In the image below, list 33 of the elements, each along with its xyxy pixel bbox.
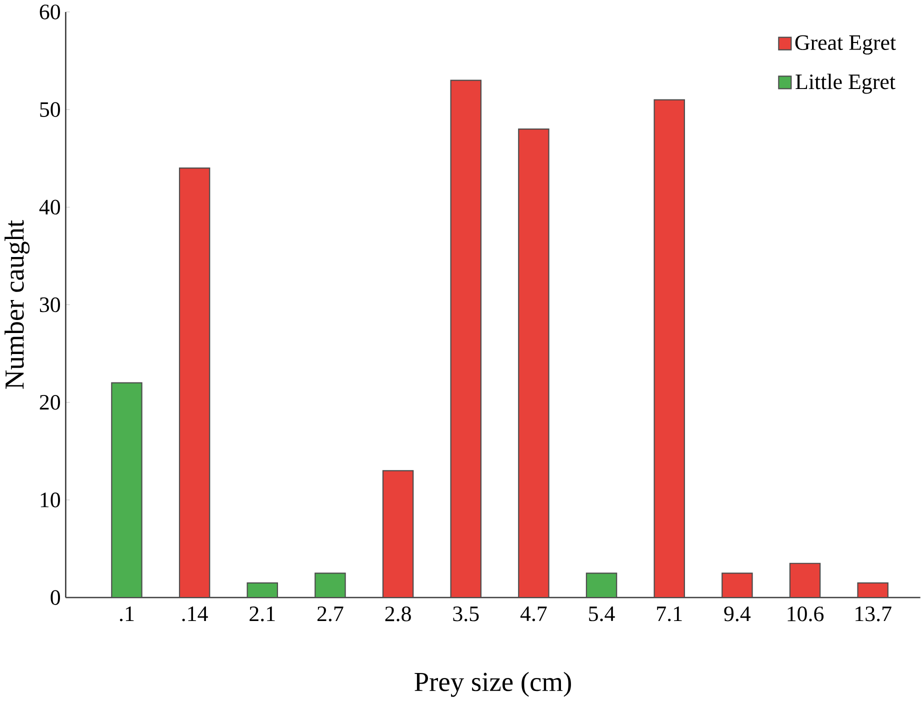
bar bbox=[654, 99, 685, 598]
x-tick-label: 2.7 bbox=[317, 606, 344, 622]
bar bbox=[314, 572, 346, 598]
y-tick-label: 10 bbox=[40, 492, 60, 508]
x-tick-label: 5.4 bbox=[589, 606, 615, 622]
x-tick-label: 4.7 bbox=[520, 606, 547, 622]
bar bbox=[178, 167, 210, 598]
x-tick-label: 13.7 bbox=[856, 606, 892, 622]
bar bbox=[789, 562, 821, 598]
bar bbox=[518, 128, 550, 598]
x-tick-label: .1 bbox=[120, 606, 134, 622]
bar bbox=[450, 80, 482, 598]
bar bbox=[722, 572, 753, 598]
x-tick-label: .14 bbox=[182, 606, 208, 622]
x-tick-label: 7.1 bbox=[657, 606, 682, 622]
legend-label: Little Egret bbox=[796, 74, 896, 94]
y-tick-label: 20 bbox=[40, 394, 60, 410]
y-tick-label: 50 bbox=[40, 102, 60, 117]
y-axis-title: Number caught bbox=[4, 220, 30, 389]
bar bbox=[111, 382, 142, 598]
x-tick-label: 3.5 bbox=[453, 606, 479, 622]
y-tick-label: 0 bbox=[50, 590, 60, 605]
y-tick-label: 30 bbox=[40, 297, 60, 312]
x-tick-label: 2.8 bbox=[385, 606, 411, 622]
y-tick-label: 60 bbox=[40, 4, 60, 20]
x-axis-title: Prey size (cm) bbox=[414, 672, 571, 697]
bar bbox=[382, 470, 414, 598]
legend-label: Great Egret bbox=[795, 35, 896, 54]
bar bbox=[586, 572, 618, 598]
y-tick-label: 40 bbox=[39, 200, 60, 214]
x-tick-label: 9.4 bbox=[724, 606, 751, 622]
x-tick-label: 10.6 bbox=[788, 606, 824, 622]
x-tick-label: 2.1 bbox=[250, 606, 275, 622]
